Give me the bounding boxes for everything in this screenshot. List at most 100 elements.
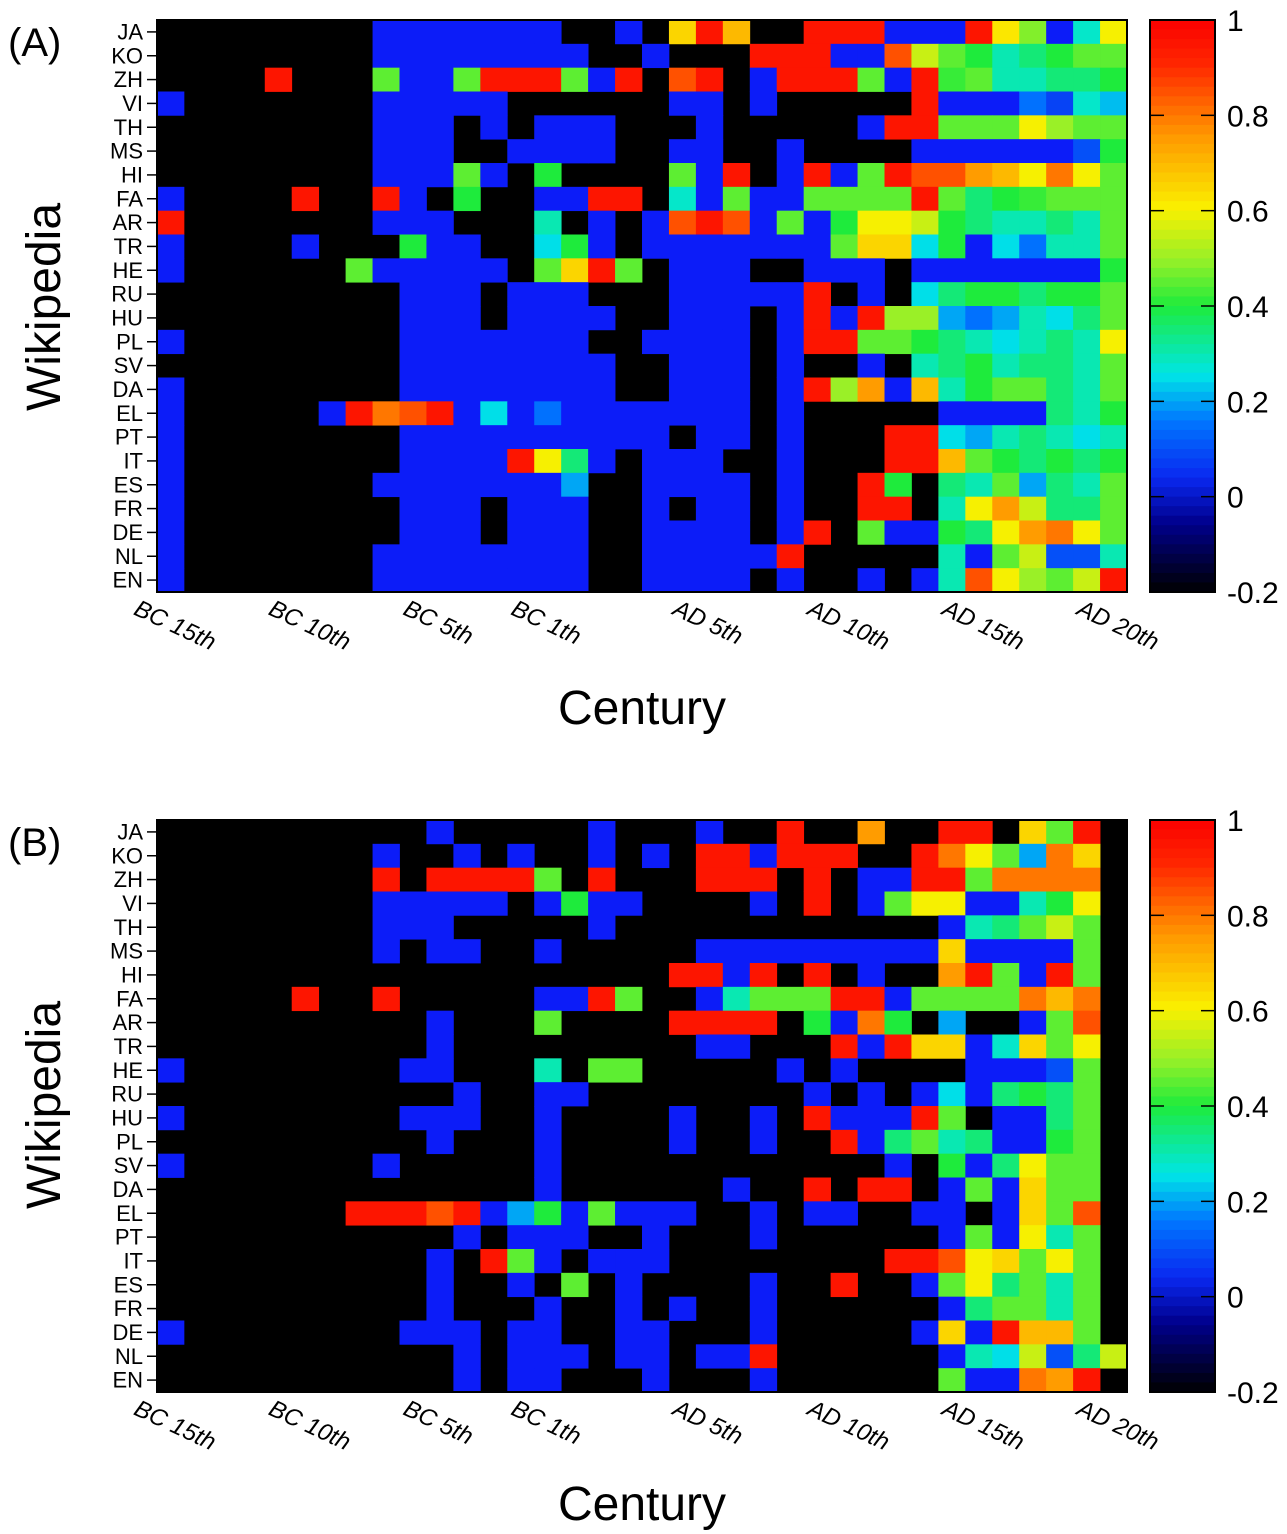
heatmap-cell	[938, 1082, 966, 1107]
row-label: SV	[114, 353, 144, 378]
heatmap-cell	[615, 20, 643, 45]
heatmap-cell	[1073, 891, 1101, 916]
heatmap-cell	[480, 115, 508, 140]
heatmap-cell	[884, 43, 912, 69]
heatmap-cell	[534, 20, 562, 45]
heatmap-cell	[1046, 91, 1074, 116]
heatmap-cell	[911, 282, 939, 307]
heatmap-cell	[1073, 1129, 1101, 1155]
row-label: MS	[110, 139, 143, 164]
row-label: TH	[114, 915, 143, 940]
heatmap-cell	[668, 1296, 697, 1321]
heatmap-cell	[1046, 963, 1074, 988]
heatmap-cell	[1046, 425, 1074, 450]
colorbar-swatch	[1150, 867, 1215, 878]
colorbar-swatch	[1150, 848, 1215, 859]
heatmap-cell	[1046, 1106, 1074, 1131]
heatmap-cell	[588, 449, 616, 474]
heatmap-cell	[157, 1153, 185, 1178]
heatmap-cell	[776, 449, 805, 474]
colorbar-swatch	[1150, 1106, 1215, 1117]
colorbar-swatch	[1150, 972, 1215, 983]
heatmap-cell	[749, 186, 805, 212]
colorbar-swatch	[1150, 124, 1215, 135]
heatmap-cell	[776, 377, 805, 402]
heatmap-cell	[965, 472, 993, 498]
heatmap-cell	[668, 353, 751, 378]
heatmap-cell	[1046, 1344, 1074, 1369]
colorbar-tick-label: -0.2	[1227, 1377, 1279, 1410]
heatmap-cell	[857, 43, 885, 69]
heatmap-cell	[857, 306, 885, 331]
colorbar-swatch	[1150, 1163, 1215, 1174]
heatmap-cell	[911, 139, 1074, 164]
heatmap-cell	[372, 20, 535, 45]
heatmap-cell	[992, 915, 1020, 940]
row-label: KO	[111, 843, 143, 868]
colorbar-tick-label: 0	[1227, 482, 1244, 515]
row-label: ZH	[114, 67, 143, 92]
colorbar-swatch	[1150, 1067, 1215, 1078]
row-label: HI	[121, 163, 143, 188]
heatmap-cell	[695, 867, 778, 892]
heatmap-cell	[1019, 1177, 1047, 1202]
colorbar-swatch	[1150, 839, 1215, 850]
heatmap-cell	[1073, 1272, 1101, 1298]
heatmap-cell	[1073, 377, 1101, 402]
heatmap-cell	[911, 353, 939, 378]
heatmap-cell	[453, 163, 481, 188]
panel-b-cells	[156, 819, 1128, 1393]
heatmap-cell	[1073, 210, 1101, 235]
heatmap-cell	[507, 1320, 562, 1345]
heatmap-cell	[992, 115, 1020, 140]
heatmap-cell	[1100, 234, 1128, 259]
heatmap-cell	[1073, 1344, 1101, 1369]
heatmap-cell	[534, 186, 562, 212]
heatmap-cell	[1073, 843, 1101, 869]
heatmap-cell	[911, 939, 939, 964]
colorbar-swatch	[1150, 163, 1215, 174]
heatmap-cell	[399, 1320, 481, 1345]
heatmap-cell	[911, 1272, 939, 1298]
heatmap-cell	[965, 1058, 1047, 1083]
colorbar-swatch	[1150, 1277, 1215, 1288]
heatmap-cell	[938, 186, 966, 212]
heatmap-cell	[1100, 282, 1128, 307]
colorbar-swatch	[1150, 534, 1215, 545]
heatmap-cell	[965, 282, 993, 307]
heatmap-cell	[534, 163, 562, 188]
heatmap-cell	[453, 401, 481, 426]
colorbar-tick-label: 0.4	[1227, 1091, 1269, 1124]
x-tick-label: BC 1th	[507, 1395, 585, 1450]
heatmap-cell	[399, 67, 454, 92]
heatmap-cell	[695, 939, 912, 964]
heatmap-cell	[453, 1344, 481, 1369]
heatmap-cell	[911, 377, 939, 402]
colorbar-swatch	[1150, 229, 1215, 240]
heatmap-cell	[1073, 986, 1101, 1012]
colorbar-swatch	[1150, 58, 1215, 69]
heatmap-cell	[938, 843, 966, 869]
colorbar-swatch	[1150, 1382, 1215, 1393]
heatmap-cell	[965, 306, 993, 331]
heatmap-cell	[884, 1034, 912, 1059]
heatmap-cell	[1019, 1320, 1047, 1345]
heatmap-cell	[1100, 568, 1128, 593]
colorbar-swatch	[1150, 143, 1215, 154]
colorbar-swatch	[1150, 306, 1215, 317]
row-label: TH	[114, 115, 143, 140]
heatmap-cell	[1019, 186, 1047, 212]
heatmap-cell	[642, 520, 751, 545]
heatmap-cell	[561, 401, 751, 426]
heatmap-cell	[399, 401, 427, 426]
heatmap-cell	[615, 986, 643, 1012]
colorbar-swatch	[1150, 1268, 1215, 1279]
heatmap-cell	[615, 1249, 670, 1274]
heatmap-cell	[426, 939, 481, 964]
heatmap-cell	[857, 163, 885, 188]
heatmap-cell	[992, 963, 1020, 988]
heatmap-cell	[965, 520, 993, 545]
colorbar-swatch	[1150, 115, 1215, 126]
heatmap-cell	[992, 1272, 1020, 1298]
heatmap-cell	[911, 1106, 939, 1131]
